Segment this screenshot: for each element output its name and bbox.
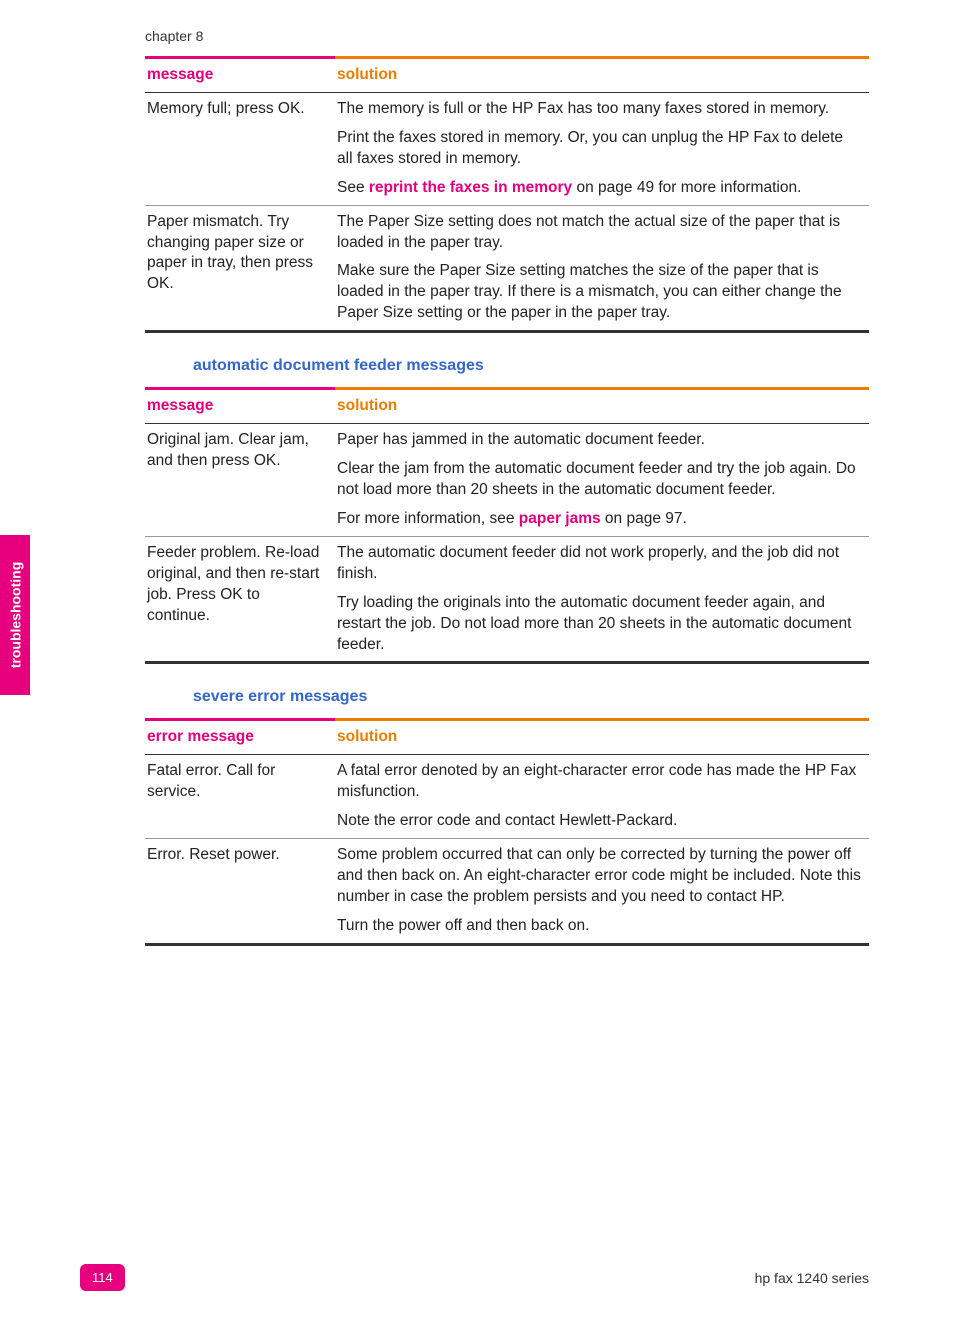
table1-row1-message: Paper mismatch. Try changing paper size …	[145, 205, 335, 332]
table2-row0-sol-p3-pre: For more information, see	[337, 510, 519, 527]
chapter-label: chapter 8	[145, 28, 869, 44]
table1-row0-sol-p3-pre: See	[337, 179, 369, 196]
table2-row1-sol-p1: The automatic document feeder did not wo…	[337, 543, 861, 585]
table1-header-solution: solution	[335, 58, 869, 93]
table3-header-solution: solution	[335, 720, 869, 755]
messages-table-3: error message solution Fatal error. Call…	[145, 718, 869, 945]
table3-row0-message: Fatal error. Call for service.	[145, 755, 335, 839]
table2-row1-solution: The automatic document feeder did not wo…	[335, 536, 869, 663]
table3-row1-solution: Some problem occurred that can only be c…	[335, 839, 869, 945]
table2-row0-sol-p3: For more information, see paper jams on …	[337, 509, 861, 530]
table3-row0-sol-p1: A fatal error denoted by an eight-charac…	[337, 761, 861, 803]
table1-row0-sol-p1: The memory is full or the HP Fax has too…	[337, 99, 861, 120]
table2-row1-sol-p2: Try loading the originals into the autom…	[337, 593, 861, 656]
section-severe-errors-title: severe error messages	[193, 688, 869, 706]
table3-row1-message: Error. Reset power.	[145, 839, 335, 945]
table1-row1-solution: The Paper Size setting does not match th…	[335, 205, 869, 332]
side-tab-label: troubleshooting	[7, 562, 23, 669]
footer-product: hp fax 1240 series	[755, 1270, 869, 1286]
table1-row1-sol-p2: Make sure the Paper Size setting matches…	[337, 261, 861, 324]
table2-row0-sol-p1: Paper has jammed in the automatic docume…	[337, 430, 861, 451]
side-tab: troubleshooting	[0, 535, 30, 695]
table3-row1-sol-p1: Some problem occurred that can only be c…	[337, 845, 861, 908]
page-number: 114	[80, 1264, 125, 1291]
table3-row0-sol-p2: Note the error code and contact Hewlett-…	[337, 811, 861, 832]
table2-row0-solution: Paper has jammed in the automatic docume…	[335, 424, 869, 537]
table1-row0-sol-p2: Print the faxes stored in memory. Or, yo…	[337, 128, 861, 170]
messages-table-1: message solution Memory full; press OK. …	[145, 56, 869, 333]
table2-row0-message: Original jam. Clear jam, and then press …	[145, 424, 335, 537]
table2-row1-message: Feeder problem. Re-load original, and th…	[145, 536, 335, 663]
table2-header-solution: solution	[335, 389, 869, 424]
table1-row0-sol-p3: See reprint the faxes in memory on page …	[337, 178, 861, 199]
table3-row0-solution: A fatal error denoted by an eight-charac…	[335, 755, 869, 839]
table1-row0-message: Memory full; press OK.	[145, 92, 335, 205]
table1-header-message: message	[145, 58, 335, 93]
table1-row0-solution: The memory is full or the HP Fax has too…	[335, 92, 869, 205]
table2-row0-sol-p3-post: on page 97.	[601, 510, 687, 527]
paper-jams-link[interactable]: paper jams	[519, 510, 601, 527]
table3-row1-sol-p2: Turn the power off and then back on.	[337, 916, 861, 937]
reprint-faxes-link[interactable]: reprint the faxes in memory	[369, 179, 572, 196]
page-footer: 114 hp fax 1240 series	[0, 1264, 954, 1291]
section-adf-messages-title: automatic document feeder messages	[193, 357, 869, 375]
table2-header-message: message	[145, 389, 335, 424]
table2-row0-sol-p2: Clear the jam from the automatic documen…	[337, 459, 861, 501]
messages-table-2: message solution Original jam. Clear jam…	[145, 387, 869, 664]
table3-header-message: error message	[145, 720, 335, 755]
table1-row0-sol-p3-post: on page 49 for more information.	[572, 179, 801, 196]
table1-row1-sol-p1: The Paper Size setting does not match th…	[337, 212, 861, 254]
